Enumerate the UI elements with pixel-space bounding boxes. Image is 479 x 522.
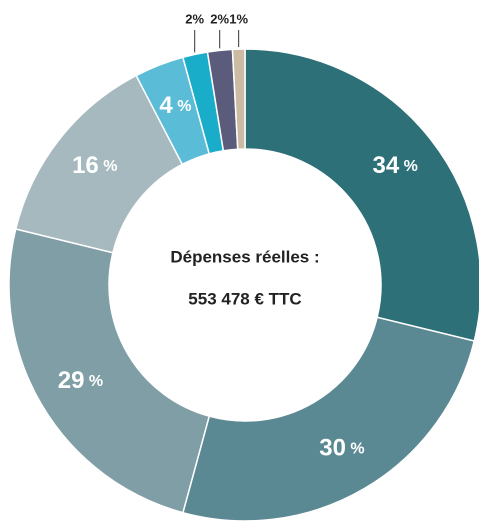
data-label: 1% [229, 11, 248, 26]
center-text: Dépenses réelles : [170, 247, 319, 266]
center-text: 553 478 € TTC [188, 289, 301, 308]
data-label: 34 % [373, 152, 418, 179]
data-label: 30 % [319, 435, 364, 462]
donut-slice [231, 48, 246, 150]
donut-slice [8, 228, 211, 514]
data-label: 16 % [72, 152, 117, 179]
donut-slice [181, 316, 476, 522]
data-label: 4 % [159, 92, 191, 119]
data-label: 2% [185, 11, 204, 26]
data-label: 29 % [58, 367, 103, 394]
data-label: 2% [210, 11, 229, 26]
